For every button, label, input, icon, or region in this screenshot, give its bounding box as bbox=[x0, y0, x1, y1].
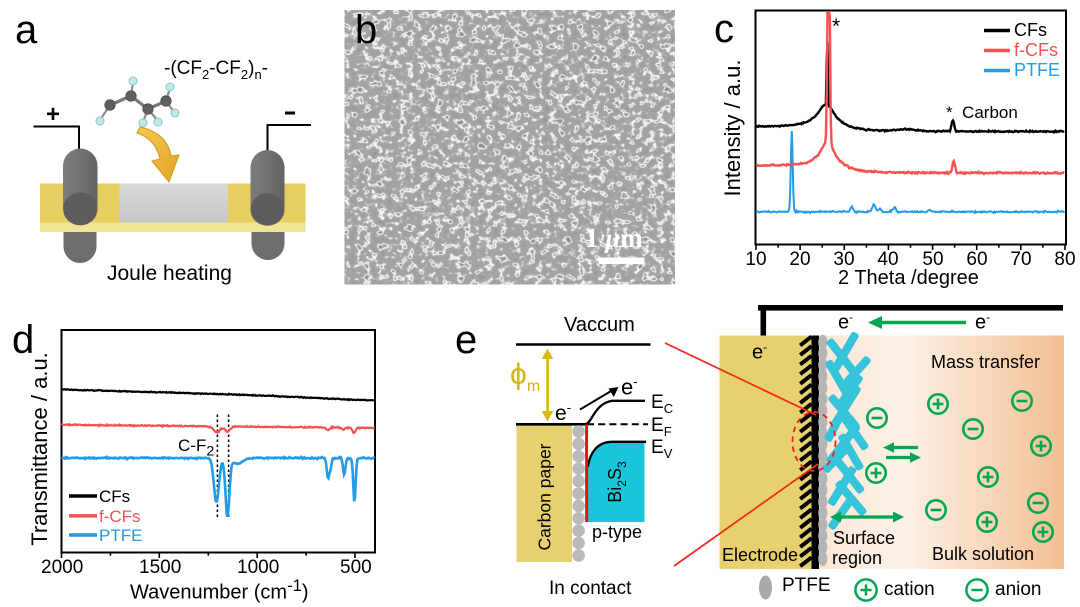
svg-text:1 μm: 1 μm bbox=[585, 223, 643, 253]
